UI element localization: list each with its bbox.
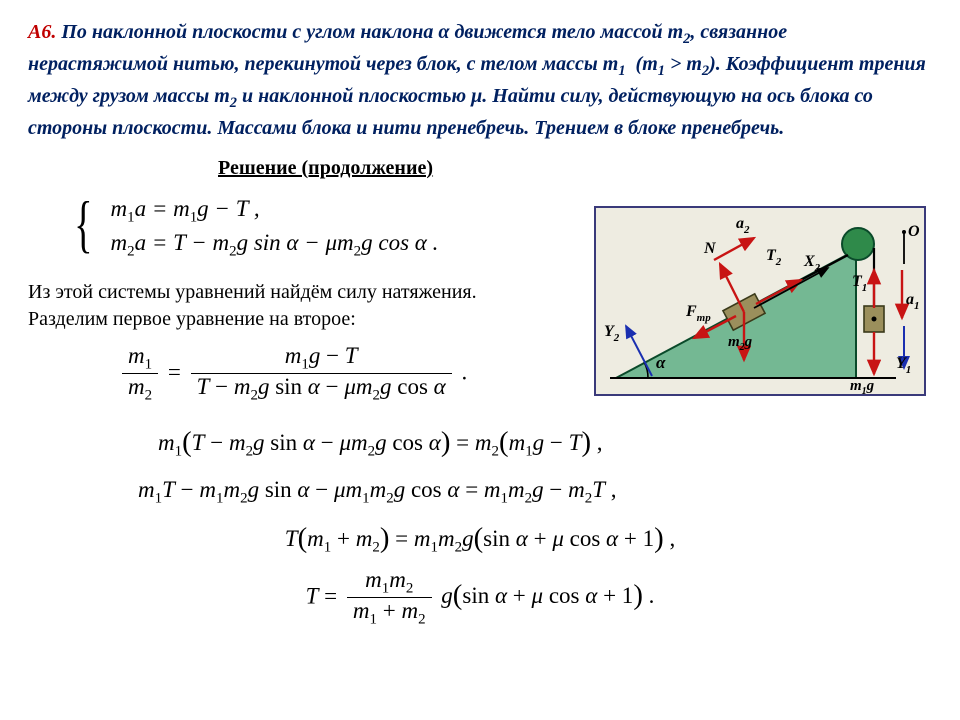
eq-sys-1: m1a = m1g − T ,: [110, 196, 438, 227]
eq6-den: m1 + m2: [347, 597, 432, 629]
problem-statement: A6. По наклонной плоскости с углом накло…: [28, 18, 932, 143]
svg-text:O: O: [908, 223, 920, 240]
alpha-label: α: [656, 353, 666, 372]
svg-text:Fmp: Fmp: [685, 303, 711, 324]
svg-text:N: N: [703, 240, 717, 257]
svg-text:a2: a2: [736, 215, 750, 236]
svg-text:Y1: Y1: [896, 355, 911, 376]
eq-line-3: m1(T − m2g sin α − μm2g cos α) = m2(m1g …: [118, 425, 932, 461]
eq-line-4: m1T − m1m2g sin α − μm1m2g cos α = m1m2g…: [118, 477, 932, 508]
eq-line-6: T = m1m2 m1 + m2 g(sin α + μ cos α + 1) …: [28, 567, 932, 629]
eq-sys-2: m2a = T − m2g sin α − μm2g cos α .: [110, 230, 438, 261]
frac-left-num: m1: [122, 343, 158, 374]
svg-text:T2: T2: [766, 247, 782, 268]
problem-label: A6.: [28, 21, 56, 43]
brace-icon: {: [74, 192, 92, 256]
eq6-tail: g(sin α + μ cos α + 1) .: [441, 583, 654, 608]
svg-text:Y2: Y2: [604, 323, 620, 344]
solution-heading: Решение (продолжение): [28, 157, 932, 180]
problem-text: По наклонной плоскости с углом наклона α…: [28, 21, 926, 139]
eq6-num: m1m2: [347, 567, 432, 598]
svg-text:X2: X2: [803, 253, 821, 274]
physics-diagram: α N a2 T2 X2 Fmp m2g Y2 O: [594, 206, 926, 396]
svg-text:a1: a1: [906, 291, 920, 312]
svg-text:m1g: m1g: [850, 378, 875, 394]
frac-right-num: m1g − T: [191, 343, 452, 374]
equation-system: { m1a = m1g − T , m2a = T − m2g sin α − …: [68, 192, 438, 265]
eq-line-5: T(m1 + m2) = m1m2g(sin α + μ cos α + 1) …: [28, 521, 932, 557]
frac-left-den: m2: [122, 373, 158, 405]
frac-right-den: T − m2g sin α − μm2g cos α: [191, 373, 452, 405]
narrative-1: Из этой системы уравнений найдём силу на…: [28, 279, 598, 306]
